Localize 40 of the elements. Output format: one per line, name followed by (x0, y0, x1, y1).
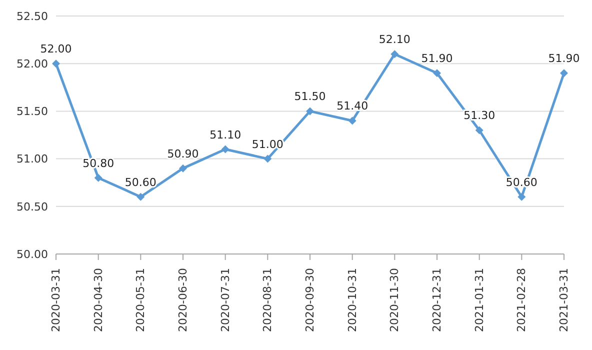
data-label: 51.90 (421, 52, 453, 66)
point (560, 69, 568, 78)
point (179, 164, 187, 172)
point (264, 154, 272, 163)
point (348, 116, 356, 125)
point (136, 192, 145, 201)
data-label: 51.90 (548, 52, 580, 66)
data-label: 50.90 (167, 147, 199, 160)
x-tick-label: 2021-03-31 (558, 268, 570, 332)
point (433, 69, 441, 78)
point (475, 126, 484, 134)
point (221, 145, 230, 154)
x-tick-label: 2020-06-30 (176, 268, 190, 332)
y-tick-label: 52.00 (16, 58, 48, 71)
x-tick-label: 2020-08-31 (261, 268, 274, 332)
x-tick-label: 2020-07-31 (218, 268, 232, 332)
x-tick-label: 2020-09-30 (304, 268, 316, 332)
data-label: 52.00 (40, 42, 72, 56)
x-tick-label: 2020-11-30 (388, 268, 402, 332)
data-label: 50.60 (124, 176, 156, 189)
y-tick-label: 50.00 (16, 248, 48, 261)
data-label: 51.10 (210, 128, 242, 142)
point (390, 50, 399, 58)
point (94, 174, 102, 182)
y-tick-label: 51.00 (16, 152, 48, 166)
y-tick-label: 51.50 (16, 105, 48, 118)
data-label: 52.10 (378, 33, 410, 46)
x-tick-label: 2021-01-31 (472, 268, 486, 332)
x-tick-label: 2020-10-31 (346, 268, 359, 332)
y-tick-label: 52.50 (16, 10, 48, 23)
x-tick-label: 2020-05-31 (134, 268, 148, 332)
x-tick-label: 2021-02-28 (515, 268, 528, 332)
y-tick-label: 50.50 (16, 200, 48, 214)
data-label: 51.50 (294, 90, 326, 104)
point (306, 107, 314, 116)
x-tick-label: 2020-03-31 (50, 268, 62, 332)
point (518, 192, 526, 201)
point (52, 60, 60, 68)
x-tick-label: 2020-12-31 (430, 268, 444, 332)
x-tick-label: 2020-04-30 (92, 268, 105, 332)
